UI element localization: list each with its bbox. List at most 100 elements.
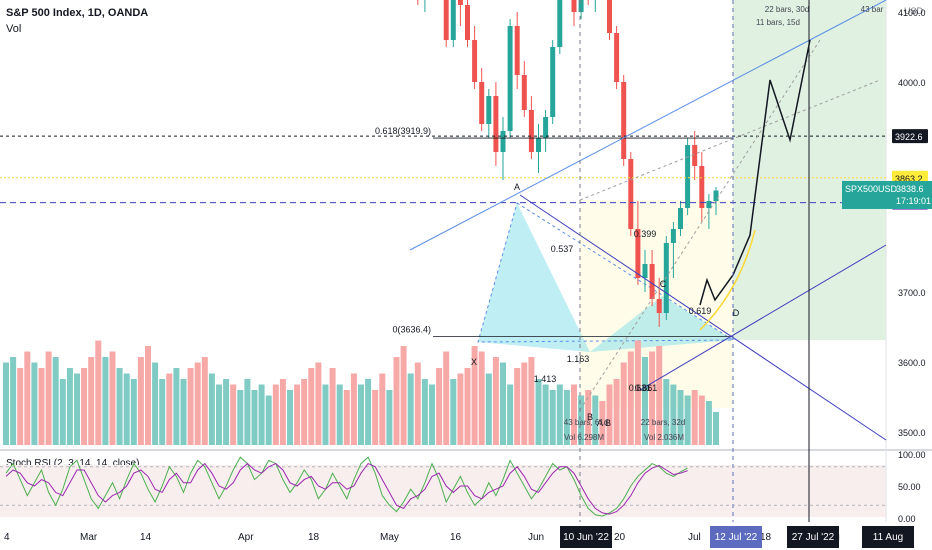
last-price-symbol: SPX500USD bbox=[845, 184, 898, 194]
volume-bar bbox=[421, 379, 428, 445]
candle-body bbox=[536, 138, 541, 152]
projected-path bbox=[699, 39, 811, 306]
volume-bar bbox=[386, 390, 393, 445]
price-tick-label: 3700.0 bbox=[898, 288, 926, 298]
candle-body bbox=[692, 145, 698, 166]
candle-body bbox=[479, 82, 485, 124]
volume-bar bbox=[400, 346, 407, 445]
time-axis-highlight-label: 11 Aug bbox=[873, 532, 903, 543]
time-axis-label: 18 bbox=[760, 532, 772, 543]
stoch-tick-label: 100.00 bbox=[898, 450, 926, 460]
volume-bar bbox=[521, 362, 528, 445]
volume-bar bbox=[670, 384, 677, 445]
volume-bar bbox=[684, 395, 691, 445]
volume-bar bbox=[24, 351, 31, 445]
price-badge-label: 3863.2 bbox=[895, 174, 923, 184]
bcd-triangle bbox=[590, 296, 733, 352]
volume-bar bbox=[606, 384, 613, 445]
volume-bar bbox=[81, 368, 88, 445]
candle-body bbox=[706, 201, 712, 208]
candle-body bbox=[465, 5, 470, 40]
candle-body bbox=[457, 0, 463, 5]
stoch-k-line bbox=[5, 456, 688, 517]
time-axis-label: Jun bbox=[528, 532, 544, 543]
volume-bar bbox=[230, 384, 237, 445]
volume-bar bbox=[471, 346, 478, 445]
price-tick-label: 3500.0 bbox=[898, 428, 926, 438]
volume-bar bbox=[613, 379, 620, 445]
pattern-label: 0.661 bbox=[635, 383, 658, 393]
candle-body bbox=[685, 145, 691, 208]
stoch-d-line bbox=[5, 462, 688, 515]
volume-bar bbox=[287, 390, 293, 445]
pattern-label: 0.631 bbox=[629, 383, 652, 393]
volume-bar bbox=[272, 384, 279, 445]
candle-body bbox=[514, 26, 520, 75]
pattern-label: C bbox=[660, 279, 667, 289]
candle-body bbox=[450, 0, 456, 40]
candle-body bbox=[500, 131, 506, 152]
volume-bar bbox=[123, 373, 130, 445]
volume-bar bbox=[500, 362, 506, 445]
volume-bar bbox=[492, 357, 499, 445]
volume-bar bbox=[208, 373, 215, 445]
pattern-label: A bbox=[514, 182, 520, 192]
projection-dash bbox=[579, 39, 821, 411]
volume-bar bbox=[130, 379, 137, 445]
volume-bar bbox=[350, 373, 357, 445]
fib-label: 0.618(3919.9) bbox=[375, 126, 431, 136]
volume-bar bbox=[599, 401, 606, 445]
volume-bar bbox=[336, 384, 343, 445]
candle-body bbox=[649, 264, 655, 299]
volume-bar bbox=[478, 351, 485, 445]
candle-body bbox=[678, 208, 683, 229]
candle-body bbox=[543, 117, 549, 138]
volume-bar bbox=[145, 346, 151, 445]
volume-bar bbox=[38, 368, 45, 445]
volume-bar bbox=[329, 368, 336, 445]
volume-bar bbox=[137, 357, 144, 445]
volume-bar bbox=[173, 368, 180, 445]
volume-bar bbox=[457, 373, 464, 445]
pattern-diagonals bbox=[477, 202, 735, 343]
volume-bar bbox=[102, 357, 109, 445]
candle-body bbox=[642, 264, 648, 278]
time-axis-highlight-label: 12 Jul '22 bbox=[715, 532, 758, 543]
volume-bar bbox=[556, 384, 563, 445]
price-badge bbox=[892, 129, 928, 144]
volume-bar bbox=[464, 368, 471, 445]
volume-bar bbox=[216, 384, 222, 445]
annotation: Vol 6.298M bbox=[564, 433, 604, 442]
candle-body bbox=[635, 229, 641, 278]
price-badge-label: 3922.6 bbox=[895, 132, 923, 142]
volume-bar bbox=[365, 379, 372, 445]
volume-bar bbox=[642, 357, 648, 445]
candle-body bbox=[493, 96, 499, 152]
volume-bar bbox=[698, 395, 705, 445]
volume-bar bbox=[563, 390, 570, 445]
volume-bar bbox=[194, 362, 201, 445]
time-axis-label: 18 bbox=[308, 532, 320, 543]
yellow-curve bbox=[699, 229, 756, 331]
candle-body bbox=[578, 0, 584, 12]
volume-bar bbox=[88, 357, 95, 445]
time-axis-label: 14 bbox=[140, 532, 152, 543]
volume-bar bbox=[393, 357, 400, 445]
stoch-rsi-label: Stoch RSI (2, 3, 14, 14, close) bbox=[6, 458, 140, 469]
pattern-label: 1.413 bbox=[534, 374, 557, 384]
volume-bar bbox=[152, 362, 159, 445]
upper-channel-line bbox=[409, 0, 887, 251]
volume-bar bbox=[443, 351, 450, 445]
candle-body bbox=[507, 26, 513, 131]
volume-bar bbox=[279, 379, 286, 445]
volume-bar bbox=[691, 390, 698, 445]
time-axis-label: 4 bbox=[4, 532, 10, 543]
pattern-label: B bbox=[587, 412, 593, 422]
volume-bar bbox=[620, 362, 627, 445]
xab-triangle bbox=[478, 203, 590, 352]
pattern-label: 0.399 bbox=[634, 229, 657, 239]
candle-body bbox=[528, 110, 534, 152]
volume-bar bbox=[656, 346, 663, 445]
pattern-label: 1.163 bbox=[567, 354, 590, 364]
